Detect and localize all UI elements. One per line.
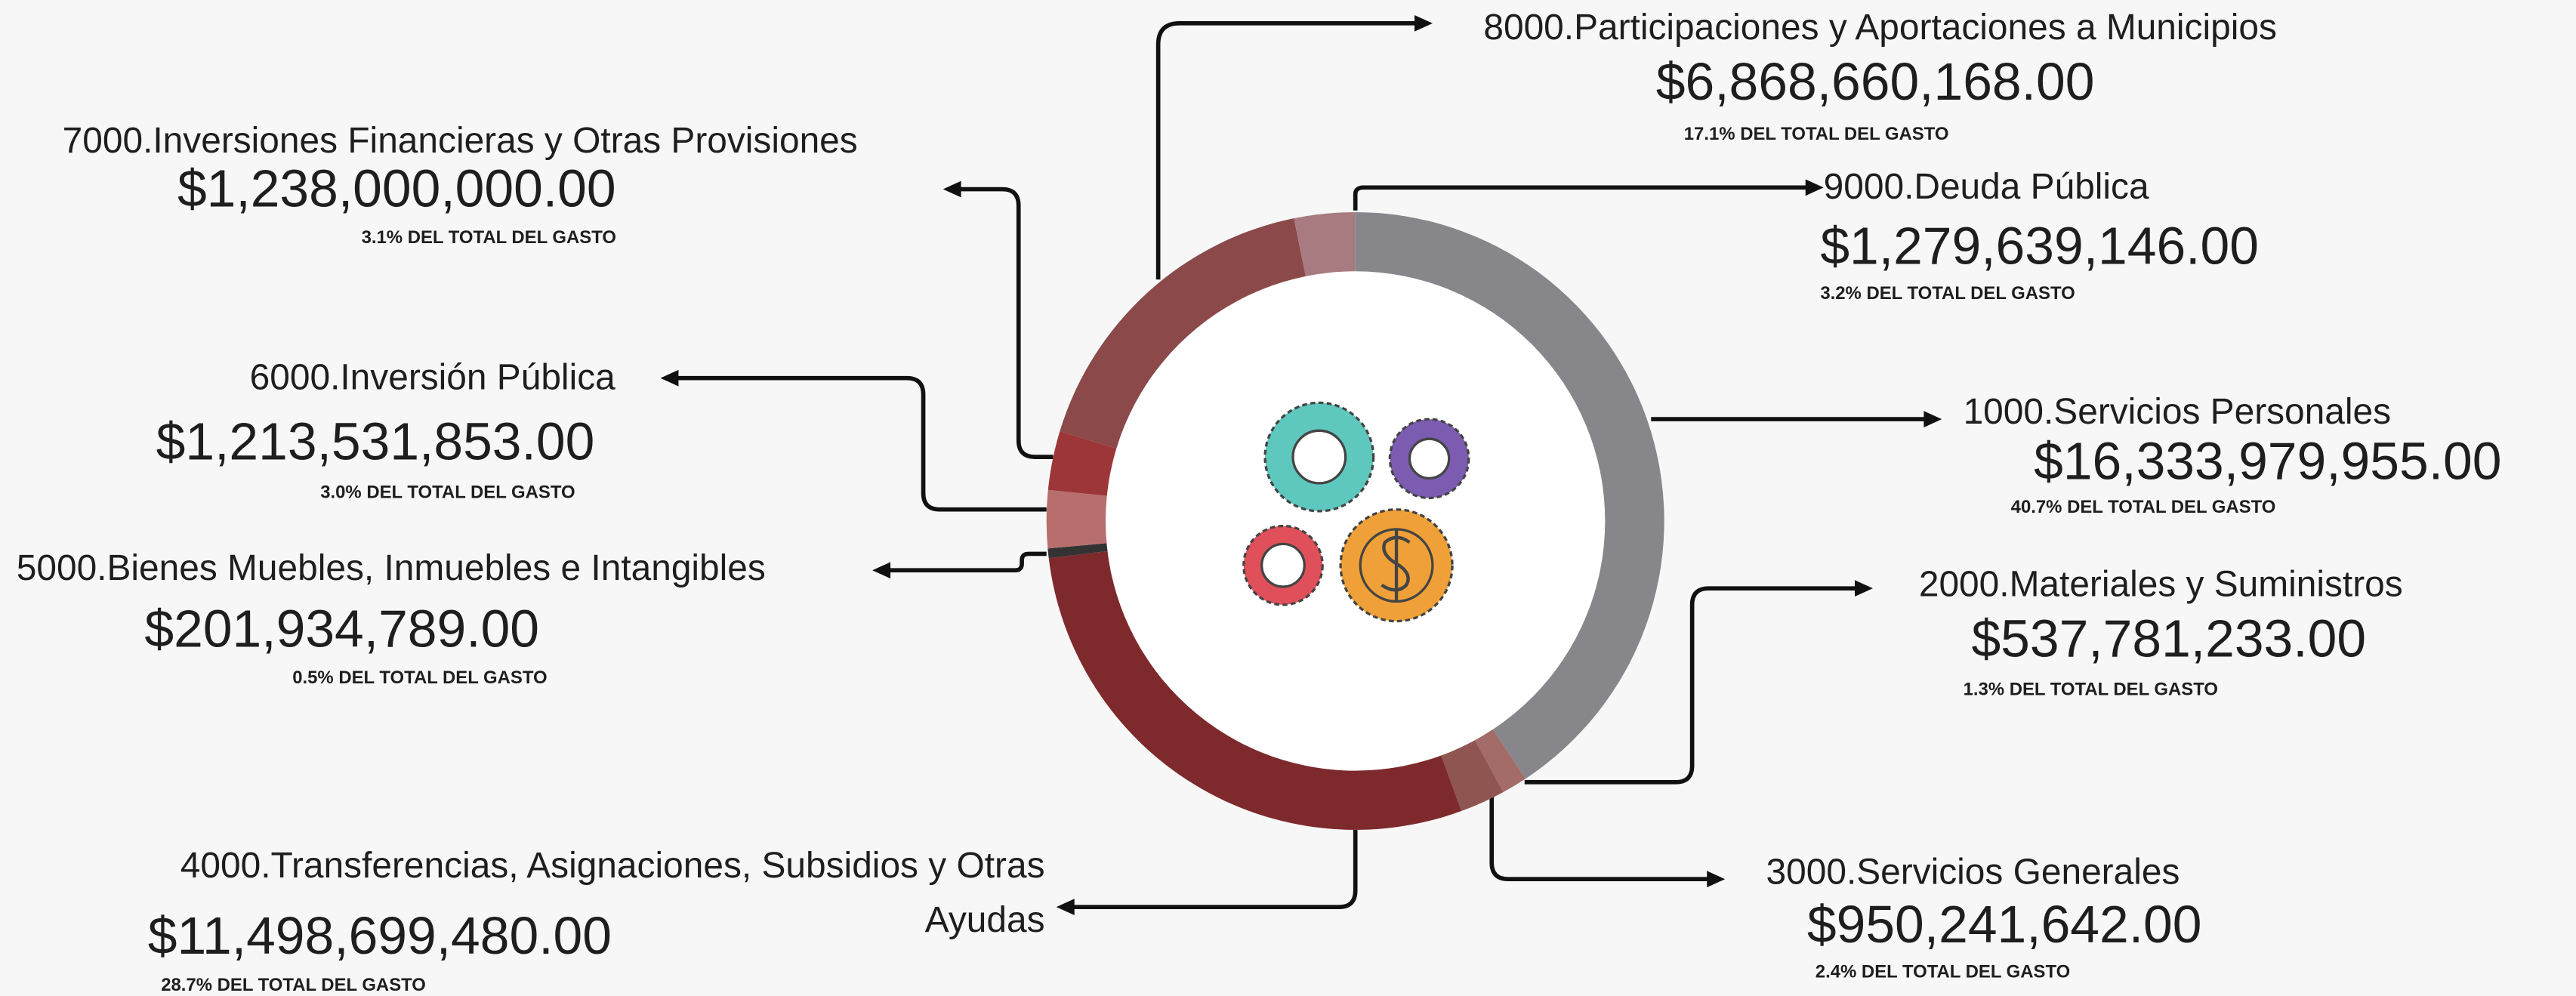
category-label: 7000.Inversiones Financieras y Otras Pro…	[63, 121, 858, 161]
donut-segment	[1047, 431, 1128, 498]
share-label: 28.7% DEL TOTAL DEL GASTO	[161, 975, 426, 995]
share-label: 2.4% DEL TOTAL DEL GASTO	[1816, 961, 2070, 982]
donut-segment	[1469, 720, 1526, 792]
share-label: 3.0% DEL TOTAL DEL GASTO	[320, 482, 575, 502]
connector	[1353, 185, 1807, 211]
donut-segment	[1047, 542, 1119, 559]
donut-segment	[1060, 218, 1308, 452]
donut-segment	[1046, 489, 1118, 549]
share-label: 1.3% DEL TOTAL DEL GASTO	[1964, 679, 2218, 699]
share-label: 3.2% DEL TOTAL DEL GASTO	[1820, 283, 2075, 304]
share-label: 3.1% DEL TOTAL DEL GASTO	[362, 227, 616, 248]
value-label: $1,238,000,000.00	[177, 159, 616, 217]
share-label: 0.5% DEL TOTAL DEL GASTO	[292, 668, 547, 688]
category-label: 2000.Materiales y Suministros	[1919, 565, 2403, 605]
gears-icon	[1242, 401, 1470, 623]
connectors	[660, 14, 1942, 916]
connector	[1489, 797, 1709, 882]
connector	[959, 187, 1054, 459]
value-label: $950,241,642.00	[1807, 895, 2202, 954]
category-label: 5000.Bienes Muebles, Inmuebles e Intangi…	[17, 548, 766, 588]
connector	[1072, 829, 1358, 909]
donut-segment	[1294, 211, 1356, 288]
share-label: 40.7% DEL TOTAL DEL GASTO	[2011, 497, 2276, 517]
donut-center	[1106, 271, 1606, 771]
category-label: 1000.Servicios Personales	[1964, 392, 2391, 432]
value-label: $6,868,660,168.00	[1656, 52, 2095, 111]
value-label: $1,213,531,853.00	[156, 412, 595, 470]
connector	[1155, 20, 1417, 280]
category-label-box: 4000.Transferencias, Asignaciones, Subsi…	[180, 844, 1045, 940]
connector	[677, 375, 1047, 512]
category-label: 4000.Transferencias, Asignaciones, Subsi…	[180, 844, 1045, 940]
value-label: $16,333,979,955.00	[2034, 431, 2501, 490]
labels: 1000.Servicios Personales$16,333,979,955…	[17, 8, 2502, 995]
category-label: 6000.Inversión Pública	[250, 358, 615, 398]
connector	[1524, 586, 1857, 785]
arrowheads	[660, 14, 1942, 916]
value-label: $201,934,789.00	[144, 599, 539, 658]
value-label: $11,498,699,480.00	[148, 906, 612, 965]
category-label: 3000.Servicios Generales	[1766, 852, 2180, 892]
value-label: $537,781,233.00	[1971, 609, 2366, 668]
category-label: 8000.Participaciones y Aportaciones a Mu…	[1483, 8, 2277, 48]
share-label: 17.1% DEL TOTAL DEL GASTO	[1684, 124, 1949, 144]
category-label: 9000.Deuda Pública	[1824, 167, 2149, 207]
donut-segment	[1355, 211, 1664, 779]
connector	[888, 551, 1047, 573]
value-label: $1,279,639,146.00	[1820, 216, 2259, 275]
